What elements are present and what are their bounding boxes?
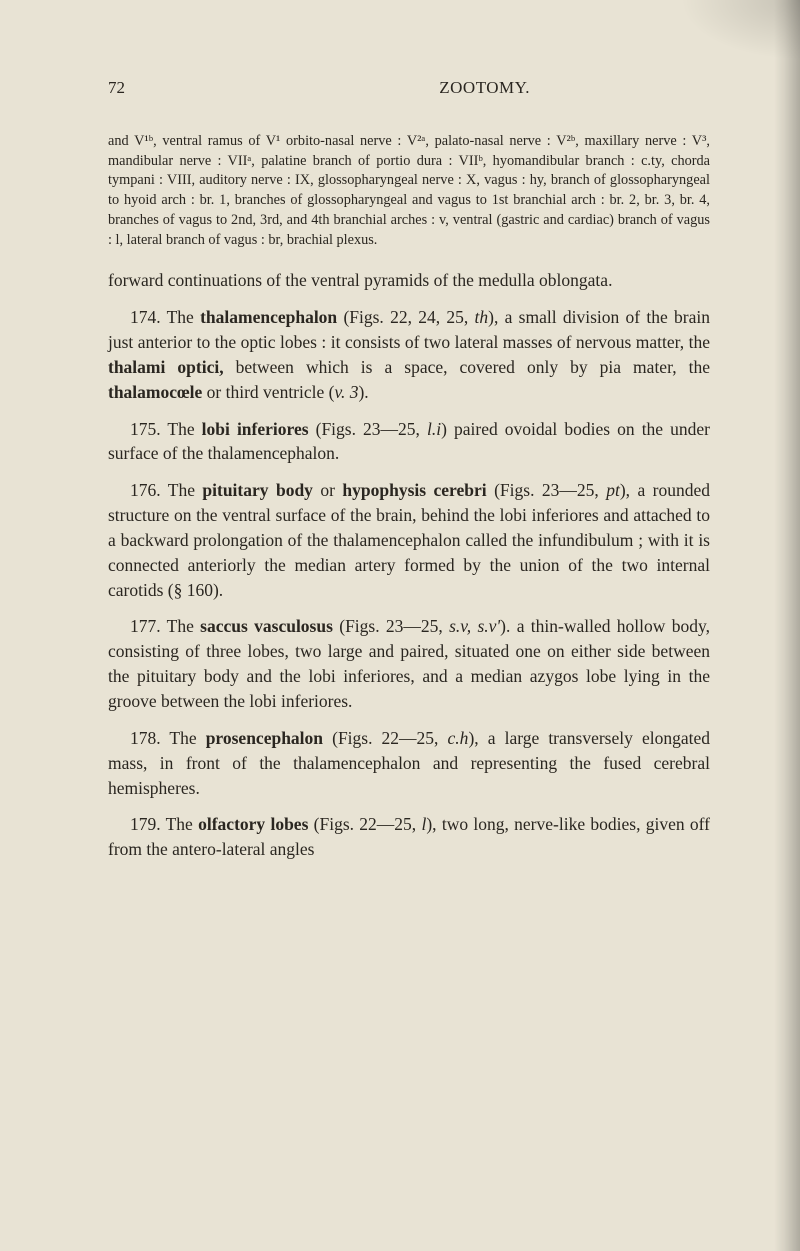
figure-caption-note: and V¹ᵇ, ventral ramus of V¹ orbito-nasa… [108, 132, 710, 250]
text: 177. The [130, 616, 200, 636]
text: (Figs. 23—25, [487, 480, 607, 500]
text: between which is a space, covered only b… [224, 357, 710, 377]
paragraph-177: 177. The saccus vasculosus (Figs. 23—25,… [108, 614, 710, 713]
text: (Figs. 22—25, [308, 814, 421, 834]
term-saccus-vasculosus: saccus vasculosus [200, 616, 333, 636]
text: 175. The [130, 419, 202, 439]
page-header: 72 ZOOTOMY. [108, 78, 710, 98]
term-hypophysis-cerebri: hypophysis cerebri [342, 480, 486, 500]
text: or [313, 480, 342, 500]
text: 176. The [130, 480, 202, 500]
fig-ref: l.i [427, 419, 441, 439]
term-prosencephalon: prosencephalon [206, 728, 323, 748]
text: 179. The [130, 814, 198, 834]
paragraph-175: 175. The lobi inferiores (Figs. 23—25, l… [108, 417, 710, 467]
term-thalamocoele: thalamocœle [108, 382, 202, 402]
text: (Figs. 23—25, [333, 616, 449, 636]
fig-ref: th [475, 307, 489, 327]
text: 178. The [130, 728, 206, 748]
paragraph-176: 176. The pituitary body or hypophysis ce… [108, 478, 710, 602]
term-thalami-optici: thalami optici, [108, 357, 224, 377]
running-title: ZOOTOMY. [439, 78, 530, 98]
page-number: 72 [108, 78, 125, 98]
fig-ref: s.v, s.v' [449, 616, 500, 636]
fig-ref: v. 3 [334, 382, 358, 402]
paragraph-174: 174. The thalamencephalon (Figs. 22, 24,… [108, 305, 710, 404]
fig-ref: pt [606, 480, 620, 500]
page-edge-shadow [774, 0, 800, 1251]
text: or third ventricle ( [202, 382, 334, 402]
book-page: 72 ZOOTOMY. and V¹ᵇ, ventral ramus of V¹… [0, 0, 800, 934]
text: (Figs. 23—25, [309, 419, 427, 439]
term-lobi-inferiores: lobi inferiores [202, 419, 309, 439]
term-olfactory-lobes: olfactory lobes [198, 814, 308, 834]
paragraph-continuation: forward continuations of the ventral pyr… [108, 268, 710, 293]
term-pituitary-body: pituitary body [202, 480, 313, 500]
text: 174. The [130, 307, 200, 327]
paragraph-179: 179. The olfactory lobes (Figs. 22—25, l… [108, 812, 710, 862]
paragraph-178: 178. The prosencephalon (Figs. 22—25, c.… [108, 726, 710, 801]
text: (Figs. 22—25, [323, 728, 448, 748]
text: ). [358, 382, 368, 402]
fig-ref: c.h [448, 728, 469, 748]
page-corner-shadow [680, 0, 800, 60]
term-thalamencephalon: thalamencephalon [200, 307, 337, 327]
text: (Figs. 22, 24, 25, [337, 307, 474, 327]
